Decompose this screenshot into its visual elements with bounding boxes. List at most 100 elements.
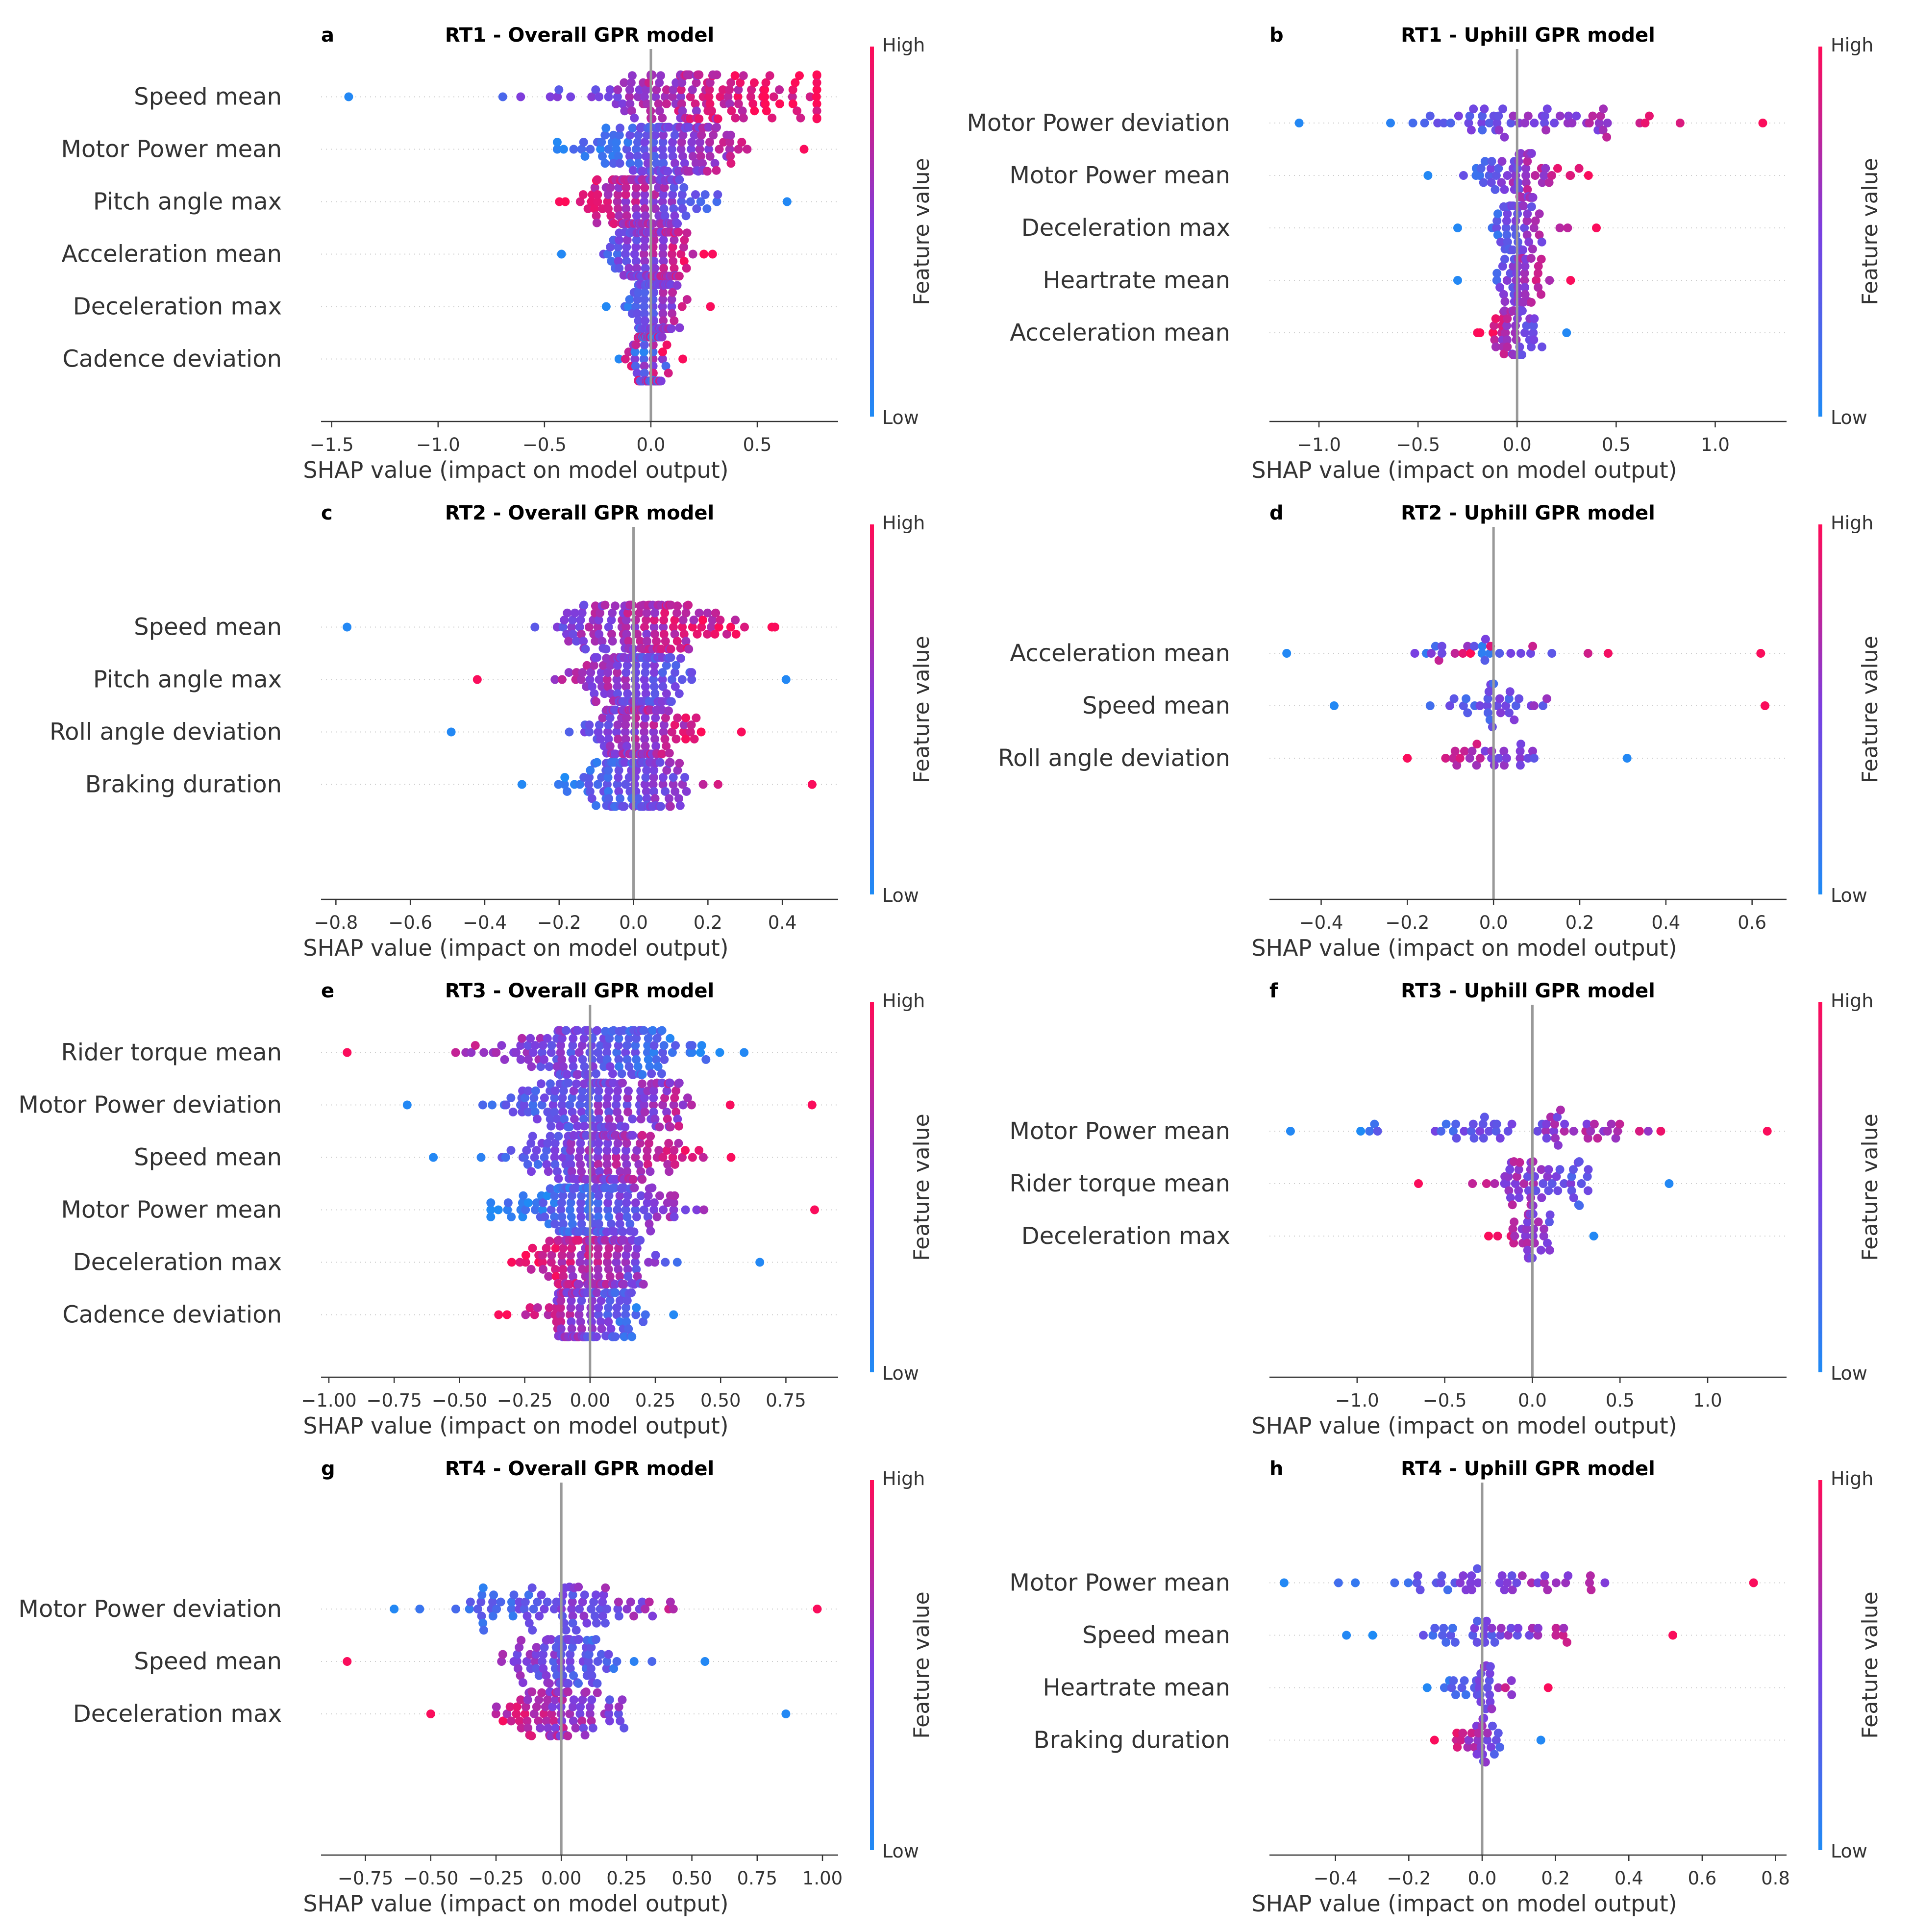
shap-point — [1590, 1119, 1599, 1129]
shap-point — [646, 1226, 655, 1236]
shap-point — [638, 1070, 647, 1079]
shap-point — [677, 302, 687, 311]
shap-point — [658, 145, 667, 154]
shap-point — [550, 1191, 559, 1200]
shap-point — [1419, 1631, 1428, 1640]
shap-point — [559, 145, 568, 154]
shap-point — [522, 1048, 532, 1057]
shap-point — [659, 159, 668, 168]
shap-point — [660, 1093, 670, 1103]
shap-point — [578, 1597, 587, 1607]
shap-point — [1523, 1172, 1532, 1181]
shap-point — [605, 1272, 615, 1281]
colorbar — [870, 1002, 874, 1372]
shap-point — [557, 1251, 567, 1260]
shap-point — [625, 99, 635, 108]
panel-letter: f — [1269, 980, 1278, 1002]
shap-point — [602, 1664, 611, 1673]
shap-point — [614, 1034, 623, 1043]
shap-point — [547, 1251, 556, 1260]
shap-point — [1487, 164, 1495, 173]
shap-point — [665, 1167, 674, 1176]
shap-point — [628, 166, 638, 175]
shap-point — [660, 92, 670, 101]
shap-point — [1279, 1578, 1289, 1587]
shap-point — [791, 78, 800, 87]
shap-point — [612, 1310, 621, 1319]
shap-point — [426, 1709, 435, 1718]
shap-point — [1567, 1186, 1576, 1195]
shap-point — [556, 1310, 565, 1319]
shap-point — [1543, 1172, 1552, 1181]
shap-point — [572, 668, 581, 677]
shap-point — [1494, 111, 1503, 121]
feature-label: Cadence deviation — [62, 1301, 282, 1329]
shap-point — [559, 1272, 568, 1281]
shap-point — [621, 354, 630, 364]
shap-point — [575, 1605, 584, 1613]
shap-point — [612, 1093, 621, 1103]
shap-point — [676, 145, 686, 154]
feature-row: Acceleration mean — [1010, 635, 1787, 667]
shap-point — [613, 734, 622, 743]
shap-point — [681, 211, 691, 221]
shap-point — [632, 1212, 641, 1221]
shap-point — [1485, 649, 1494, 658]
feature-row: Motor Power mean — [61, 1183, 838, 1237]
shap-point — [1554, 1140, 1563, 1150]
shap-point — [525, 1303, 535, 1313]
shap-point — [675, 323, 684, 332]
colorbar — [870, 524, 874, 894]
shap-point — [579, 600, 589, 610]
shap-point — [569, 1034, 578, 1043]
shap-point — [631, 204, 641, 213]
shap-point — [540, 1093, 549, 1103]
shap-point — [604, 1212, 614, 1221]
shap-point — [630, 1183, 639, 1192]
shap-point — [1480, 157, 1490, 166]
shap-point — [549, 1716, 559, 1726]
x-tick-label: −0.2 — [537, 912, 581, 933]
shap-point — [613, 682, 622, 691]
shap-point — [1530, 754, 1539, 763]
shap-point — [1566, 276, 1575, 285]
shap-point — [532, 1198, 541, 1208]
shap-point — [620, 106, 629, 116]
shap-point — [650, 689, 660, 698]
shap-point — [545, 1062, 554, 1071]
shap-point — [563, 1070, 572, 1079]
shap-point — [812, 70, 821, 79]
shap-point — [1412, 1578, 1421, 1587]
shap-point — [676, 92, 686, 101]
feature-label: Motor Power mean — [1010, 162, 1230, 189]
shap-point — [807, 1100, 817, 1110]
colorbar-low-label: Low — [882, 1840, 919, 1862]
feature-row: Deceleration max — [1021, 201, 1787, 254]
shap-point — [635, 85, 644, 95]
shap-point — [552, 1167, 562, 1176]
shap-point — [613, 689, 622, 698]
shap-point — [605, 1062, 615, 1071]
shap-point — [1542, 1134, 1551, 1143]
shap-point — [676, 249, 686, 259]
shap-point — [705, 138, 714, 147]
shap-point — [668, 243, 677, 252]
shap-point — [627, 1288, 636, 1297]
shap-point — [670, 211, 679, 221]
shap-point — [478, 1583, 488, 1592]
shap-point — [631, 1048, 640, 1057]
shap-point — [576, 1317, 585, 1326]
shap-point — [632, 1055, 641, 1064]
shap-point — [788, 99, 797, 108]
shap-point — [1519, 201, 1528, 211]
chart-title: RT2 - Uphill GPR model — [1401, 502, 1655, 524]
shap-point — [1403, 754, 1412, 763]
shap-point — [628, 1175, 638, 1184]
shap-point — [647, 1183, 657, 1192]
shap-point — [536, 1723, 545, 1733]
shap-point — [567, 1139, 576, 1148]
shap-point — [588, 682, 596, 691]
shap-point — [1475, 701, 1485, 710]
shap-point — [594, 1191, 603, 1200]
shap-point — [612, 138, 621, 147]
